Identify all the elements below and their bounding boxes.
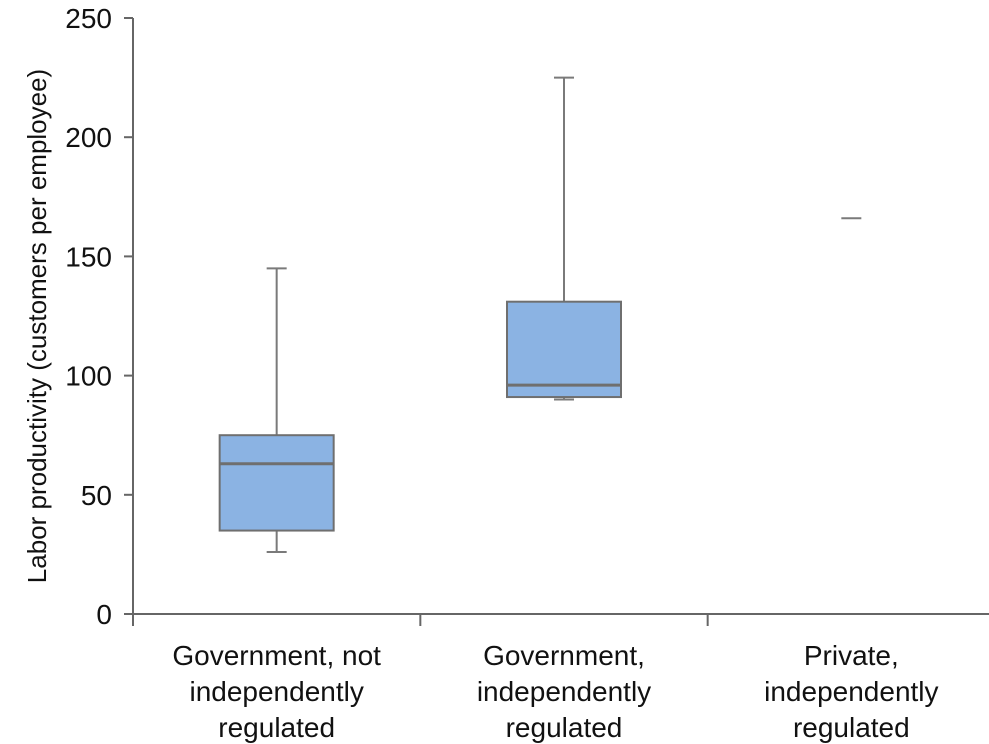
y-tick-label: 50 <box>81 480 112 511</box>
x-category-label-line: Government, not <box>172 640 381 671</box>
x-category-label-line: independently <box>764 676 938 707</box>
axes-layer <box>124 17 989 626</box>
y-axis-title: Labor productivity (customers per employ… <box>22 69 52 583</box>
boxes-layer <box>218 76 862 554</box>
x-category-label-line: regulated <box>506 712 623 743</box>
x-category-label-line: independently <box>189 676 363 707</box>
x-category-label-line: regulated <box>218 712 335 743</box>
x-category-label-line: independently <box>477 676 651 707</box>
x-category-label-line: Private, <box>804 640 899 671</box>
iqr-box <box>218 434 335 532</box>
y-tick-label: 100 <box>65 361 112 392</box>
y-tick-label: 150 <box>65 241 112 272</box>
x-category-label-line: regulated <box>793 712 910 743</box>
box-group <box>506 76 622 401</box>
labels-layer: 0 50 100 150 200 250 Government, not independen… <box>22 3 939 743</box>
y-tick-label: 250 <box>65 3 112 34</box>
x-category-label-line: Government, <box>483 640 645 671</box>
box-group <box>218 267 335 554</box>
y-tick-label: 200 <box>65 122 112 153</box>
iqr-box <box>506 300 622 399</box>
y-tick-label: 0 <box>96 599 112 630</box>
